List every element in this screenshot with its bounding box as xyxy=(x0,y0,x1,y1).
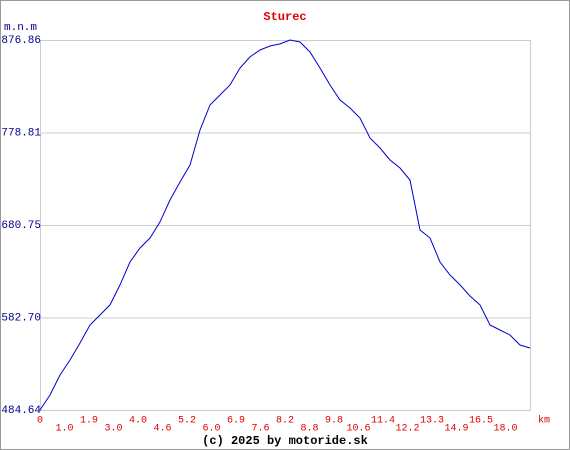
x-tick-label: 11.4 xyxy=(371,416,395,427)
x-tick-label: 6.0 xyxy=(202,424,220,435)
chart-title: Sturec xyxy=(263,10,306,24)
x-tick-label: 1.9 xyxy=(80,416,98,427)
x-tick-label: 10.6 xyxy=(346,424,370,435)
x-tick-label: 3.0 xyxy=(104,424,122,435)
x-tick-label: 1.0 xyxy=(55,424,73,435)
x-tick-label: 9.8 xyxy=(325,416,343,427)
y-tick-label: 484.64 xyxy=(1,405,41,417)
x-tick-label: 8.2 xyxy=(276,416,294,427)
x-tick-label: 4.0 xyxy=(129,416,147,427)
x-tick-label: 6.9 xyxy=(227,416,245,427)
x-tick-label: 14.9 xyxy=(444,424,468,435)
y-tick-label: 582.70 xyxy=(1,312,41,324)
x-tick-label: 13.3 xyxy=(420,416,444,427)
footer: (c) 2025 by motoride.sk xyxy=(202,434,368,448)
y-tick-label: 778.81 xyxy=(1,127,41,139)
x-tick-label: 8.8 xyxy=(300,424,318,435)
x-tick-label: 18.0 xyxy=(493,424,517,435)
x-tick-label: 0 xyxy=(37,416,43,427)
x-tick-label: 5.2 xyxy=(178,416,196,427)
y-tick-label: 680.75 xyxy=(1,220,41,232)
x-tick-label: 7.6 xyxy=(251,424,269,435)
x-axis-label: km xyxy=(538,415,550,427)
x-tick-label: 4.6 xyxy=(153,424,171,435)
elevation-line xyxy=(39,39,531,411)
y-axis-label: m.n.m xyxy=(4,22,37,34)
x-tick-label: 12.2 xyxy=(395,424,419,435)
x-tick-label: 16.5 xyxy=(469,416,493,427)
y-tick-label: 876.86 xyxy=(1,35,41,47)
